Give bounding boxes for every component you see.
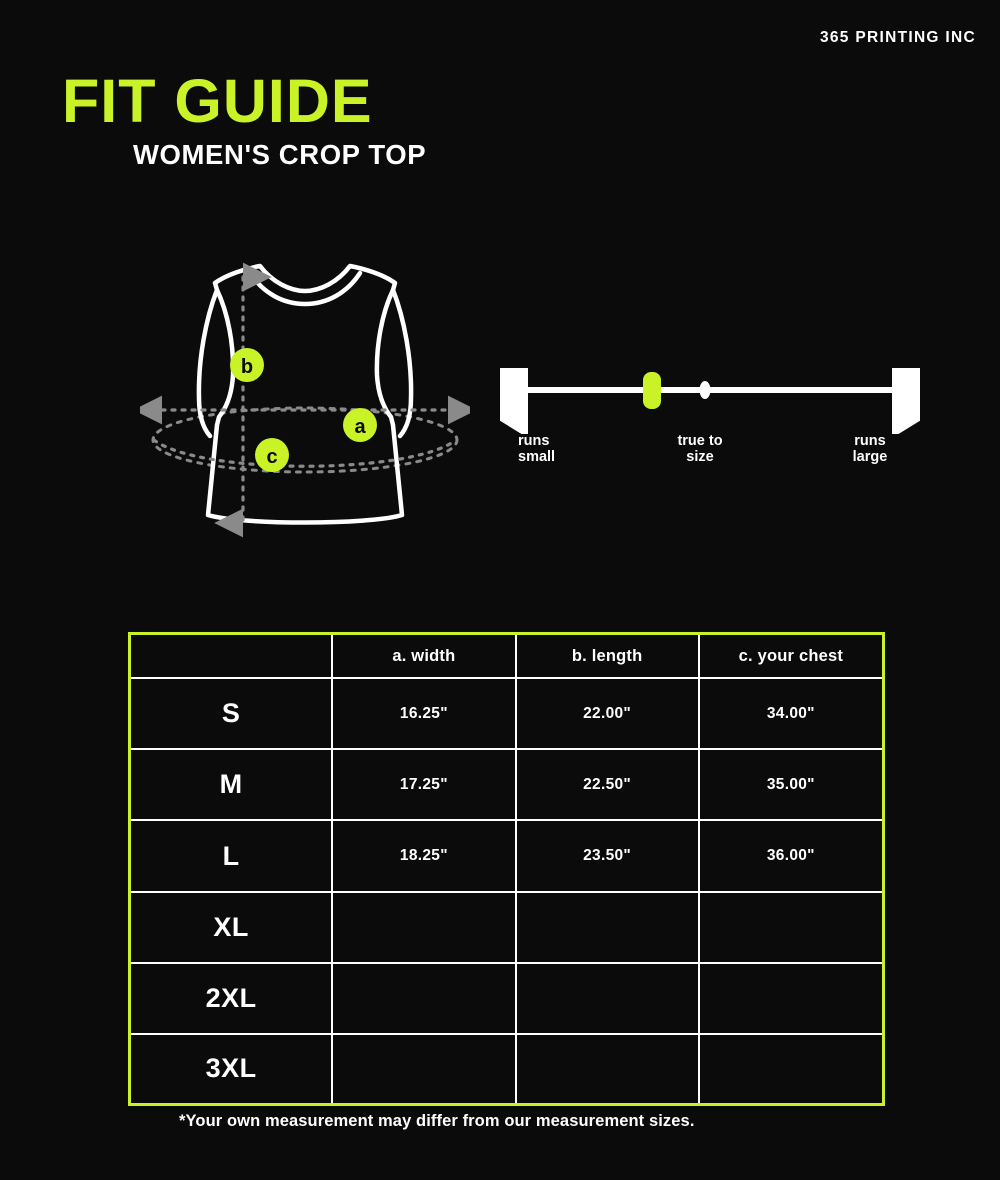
fit-marker [643,372,661,409]
header-cell-length: b. length [514,635,700,680]
table-row: XL [131,890,882,964]
badge-a: a [343,408,377,442]
header-cell-chest: c. your chest [697,635,882,680]
true-to-size-dot [699,381,711,399]
cell-chest [697,1032,882,1103]
svg-text:a: a [354,416,366,438]
cell-length: 22.50" [514,748,700,822]
svg-text:b: b [241,356,253,378]
fit-label-runs-small: runs small [518,433,556,465]
chest-ellipse-guide [151,406,459,474]
cell-width: 18.25" [331,819,517,893]
cell-size: L [131,819,334,893]
fit-scale: runs small true to size runs large [500,368,920,478]
cell-chest: 35.00" [697,748,882,822]
measurement-disclaimer: *Your own measurement may differ from ou… [179,1112,695,1130]
table-row: L 18.25" 23.50" 36.00" [131,819,882,893]
cell-width [331,890,517,964]
fit-scale-labels: runs small true to size runs large [500,433,920,478]
table-row: S 16.25" 22.00" 34.00" [131,677,882,751]
fit-label-runs-large: runs large [852,433,888,465]
cell-width: 16.25" [331,677,517,751]
page-title: FIT GUIDE [62,67,373,135]
crop-top-outline [196,263,414,525]
cell-length [514,1032,700,1103]
cell-length: 22.00" [514,677,700,751]
header-cell-width: a. width [331,635,517,680]
cell-size: 3XL [131,1032,334,1103]
table-row: 3XL [131,1032,882,1103]
cell-size: 2XL [131,961,334,1035]
cell-length [514,890,700,964]
cell-chest: 36.00" [697,819,882,893]
fit-label-true-to-size: true to size [677,433,723,465]
badge-c: c [255,438,289,472]
cell-length: 23.50" [514,819,700,893]
svg-text:c: c [266,446,277,468]
cell-size: M [131,748,334,822]
cell-length [514,961,700,1035]
table-header-row: a. width b. length c. your chest [131,635,882,680]
garment-diagram: b a c [140,235,470,560]
brand-label: 365 PRINTING INC [819,29,976,46]
size-chart-table: a. width b. length c. your chest S 16.25… [128,632,885,1106]
cell-width: 17.25" [331,748,517,822]
cell-chest [697,890,882,964]
cell-chest [697,961,882,1035]
cell-size: S [131,677,334,751]
page-subtitle: WOMEN'S CROP TOP [133,139,427,170]
badge-b: b [230,348,264,382]
cell-size: XL [131,890,334,964]
header-cell-size [131,635,334,680]
cell-width [331,961,517,1035]
chest-measure-line [152,438,458,468]
cell-chest: 34.00" [697,677,882,751]
table-row: 2XL [131,961,882,1035]
cell-width [331,1032,517,1103]
table-row: M 17.25" 22.50" 35.00" [131,748,882,822]
